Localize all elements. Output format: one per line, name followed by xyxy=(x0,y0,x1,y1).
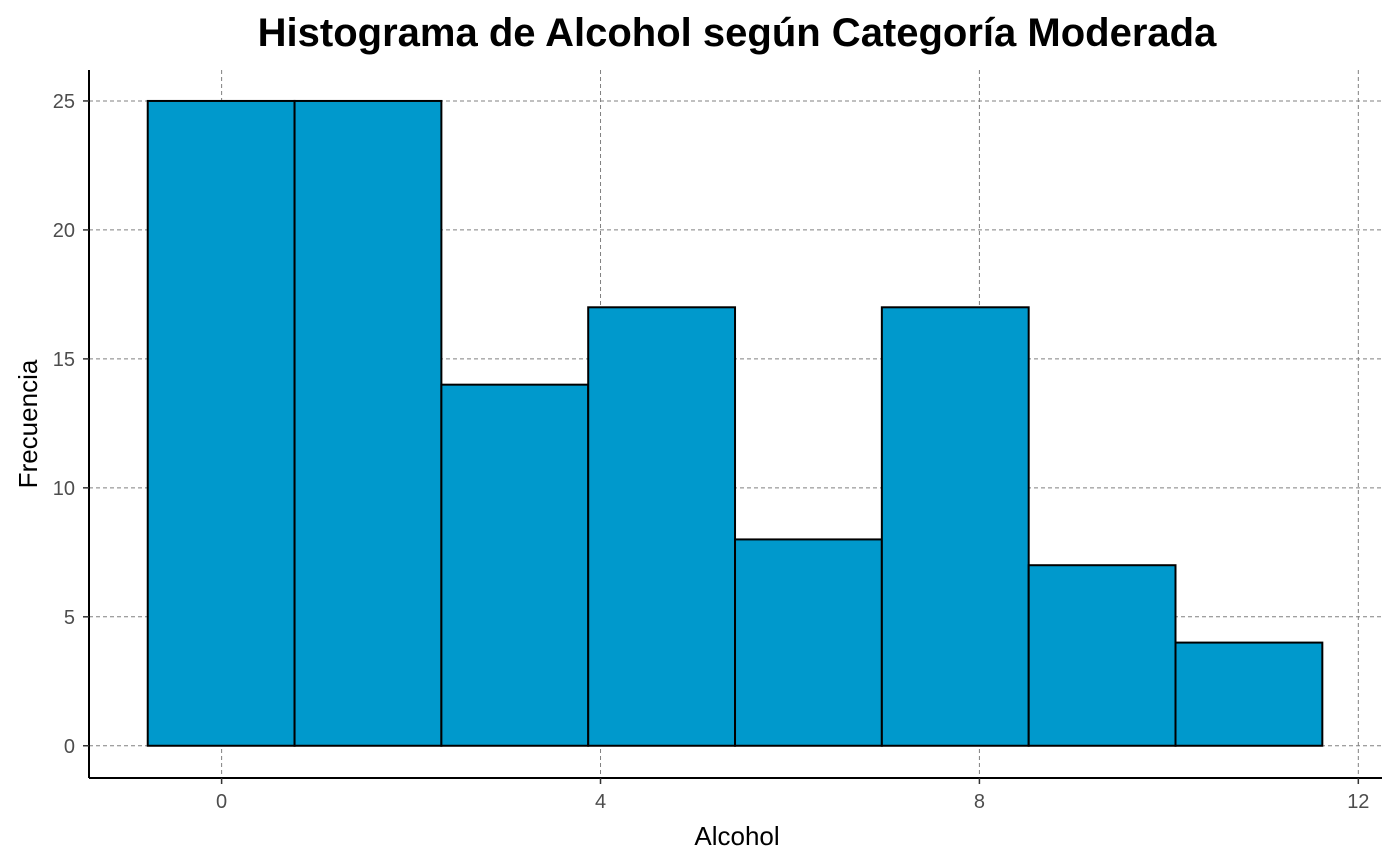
histogram-bar xyxy=(293,99,443,747)
histogram-bar xyxy=(440,383,590,747)
x-tick-label: 12 xyxy=(1347,791,1369,813)
chart-title: Histograma de Alcohol según Categoría Mo… xyxy=(258,11,1217,55)
histogram-bar xyxy=(1027,564,1177,747)
histogram-bar xyxy=(734,538,883,747)
histogram-bar xyxy=(587,306,737,747)
histogram-bar xyxy=(146,99,296,747)
y-tick-label: 0 xyxy=(64,736,75,758)
x-tick-label: 4 xyxy=(595,791,606,813)
y-tick-label: 25 xyxy=(53,91,75,113)
x-tick-label: 0 xyxy=(216,791,227,813)
y-tick-label: 20 xyxy=(53,220,75,242)
axes xyxy=(88,70,1382,779)
tick-marks-and-labels: 0 5 10 15 20 25 0 4 8 12 xyxy=(53,91,1370,813)
x-tick-label: 8 xyxy=(974,791,985,813)
y-tick-label: 10 xyxy=(53,478,75,500)
histogram-bar xyxy=(880,306,1030,747)
y-tick-label: 5 xyxy=(64,607,75,629)
x-axis-title: Alcohol xyxy=(694,821,779,851)
histogram-bars xyxy=(146,99,1324,747)
histogram-bar xyxy=(1174,641,1324,747)
y-axis-title: Frecuencia xyxy=(13,359,43,488)
y-tick-label: 15 xyxy=(53,349,75,371)
